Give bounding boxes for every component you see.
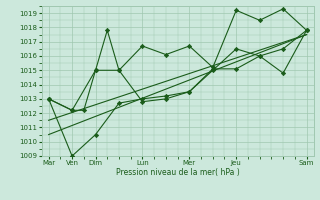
X-axis label: Pression niveau de la mer( hPa ): Pression niveau de la mer( hPa ) bbox=[116, 168, 239, 177]
